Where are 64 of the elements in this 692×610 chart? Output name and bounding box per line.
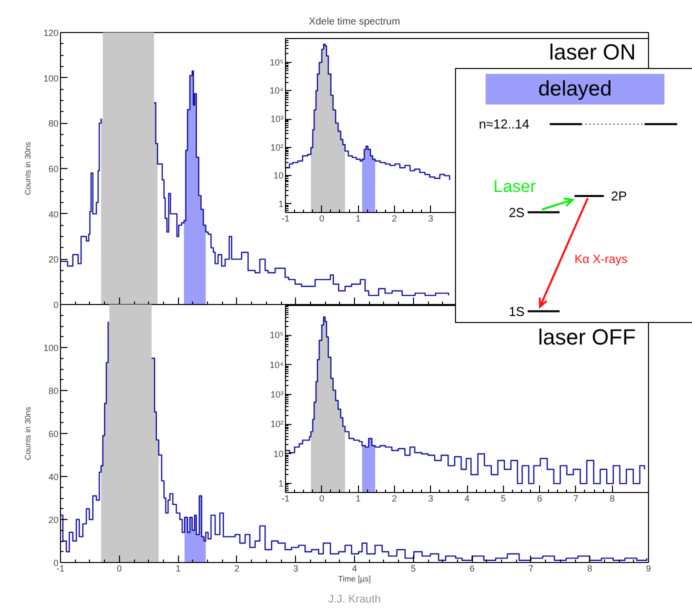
x-tick-label: 7	[573, 494, 578, 504]
annotation: n≈12..14	[478, 116, 530, 132]
annotation: laser OFF	[538, 324, 636, 350]
x-tick-label: 4	[352, 564, 358, 574]
y-tick-label: 100	[43, 343, 59, 353]
annotation: 2P	[611, 188, 627, 204]
annotation: 1S	[508, 304, 525, 319]
text: J.J. Krauth	[328, 594, 381, 606]
y-tick-label: 10⁴	[270, 86, 284, 96]
y-tick-label: 10⁴	[270, 360, 284, 370]
y-tick-label: 1	[278, 198, 284, 209]
x-tick-label: 0	[319, 494, 324, 504]
x-tick-label: 0	[319, 214, 324, 224]
x-tick-label: 3	[293, 564, 298, 574]
y-tick-label: 10⁵	[270, 57, 284, 68]
y-tick-label: 20	[48, 254, 59, 265]
annotation: Laser	[493, 177, 536, 196]
y-tick-label: 40	[48, 472, 59, 482]
y-tick-label: 10³	[270, 114, 284, 124]
y-tick-label: 0	[53, 300, 59, 310]
y-tick-label: 120	[43, 28, 59, 38]
x-tick-label: 3	[428, 494, 434, 504]
y-axis-title: Counts in 30ns	[23, 142, 32, 196]
x-tick-label: 8	[587, 564, 592, 574]
x-tick-label: 3	[428, 214, 434, 224]
x-tick-label: 1	[176, 564, 181, 574]
y-axis-title: Counts in 30ns	[23, 406, 32, 460]
text: delayed	[538, 78, 612, 101]
y-tick-label: 10⁵	[270, 330, 284, 340]
x-tick-label: 1	[356, 214, 361, 224]
chart-title: Xdele time spectrum	[308, 16, 400, 28]
y-tick-label: 10²	[270, 142, 284, 152]
x-tick-label: 5	[500, 494, 506, 504]
x-tick-label: 2	[392, 494, 397, 504]
x-tick-label: -1	[282, 494, 290, 504]
y-tick-label: 1	[278, 478, 284, 489]
y-tick-label: 40	[48, 209, 59, 220]
x-tick-label: 8	[610, 494, 615, 504]
x-tick-label: 9	[646, 564, 652, 574]
y-tick-label: 100	[43, 73, 59, 84]
y-tick-label: 80	[48, 118, 59, 129]
x-tick-label: -1	[282, 214, 290, 224]
y-tick-label: 10²	[270, 419, 284, 430]
annotation: Kα X-rays	[574, 252, 628, 266]
x-tick-label: 6	[470, 564, 475, 574]
x-tick-label: 0	[116, 564, 122, 574]
x-tick-label: 2	[392, 214, 397, 224]
y-tick-label: 60	[48, 164, 59, 174]
annotation: 2S	[508, 204, 525, 220]
y-tick-label: 10	[273, 448, 284, 459]
y-tick-label: 80	[48, 386, 59, 396]
x-tick-label: 5	[410, 564, 416, 574]
x-tick-label: -1	[56, 564, 65, 574]
x-axis-title: Time [µs]	[338, 574, 371, 584]
x-tick-label: 2	[234, 564, 240, 574]
y-tick-label: 10	[273, 170, 284, 181]
x-tick-label: 6	[537, 494, 542, 504]
x-tick-label: 1	[356, 494, 361, 504]
x-tick-label: 7	[528, 564, 534, 574]
y-tick-label: 20	[48, 515, 59, 525]
x-tick-label: 4	[464, 494, 470, 504]
y-tick-label: 10³	[270, 390, 284, 400]
annotation: laser ON	[549, 40, 636, 64]
y-tick-label: 60	[48, 429, 59, 439]
